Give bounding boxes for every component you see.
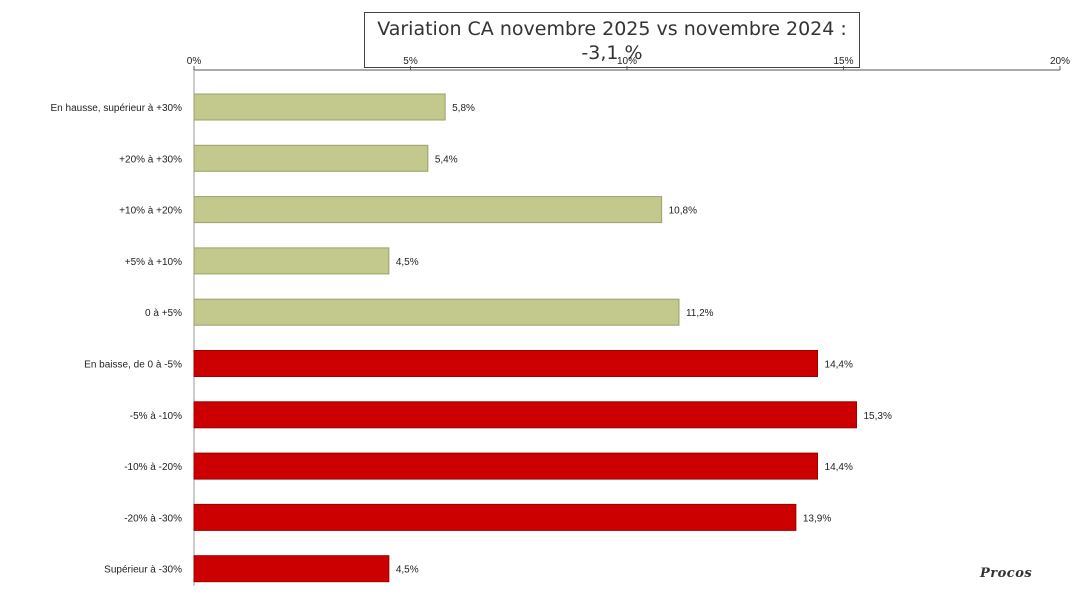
x-tick-label: 0% — [187, 56, 202, 67]
value-label: 5,4% — [435, 154, 458, 165]
value-label: 5,8% — [452, 103, 475, 114]
category-label: En baisse, de 0 à -5% — [84, 360, 182, 371]
value-label: 15,3% — [863, 411, 891, 422]
value-label: 13,9% — [803, 513, 831, 524]
category-label: -5% à -10% — [130, 411, 182, 422]
value-label: 14,4% — [825, 360, 853, 371]
bar — [193, 93, 446, 121]
value-label: 4,5% — [396, 257, 419, 268]
chart-title: Variation CA novembre 2025 vs novembre 2… — [364, 12, 860, 68]
category-label: -10% à -20% — [124, 462, 182, 473]
brand-logo: Procos — [980, 566, 1033, 581]
category-label: En hausse, supérieur à +30% — [51, 103, 183, 114]
bar — [193, 350, 819, 377]
chart-title-line2: -3,1 % — [581, 42, 643, 64]
category-label: -20% à -30% — [124, 513, 182, 524]
bar — [193, 452, 819, 480]
value-label: 4,5% — [396, 565, 419, 576]
bar — [193, 144, 429, 172]
x-tick-label: 5% — [403, 56, 418, 67]
bar — [193, 555, 390, 583]
category-label: +10% à +20% — [119, 206, 182, 217]
category-label: +5% à +10% — [125, 257, 182, 268]
category-label: Supérieur à -30% — [104, 565, 182, 576]
x-tick-label: 15% — [833, 56, 853, 67]
value-label: 14,4% — [825, 462, 853, 473]
x-tick-label: 20% — [1050, 56, 1070, 67]
bar — [193, 247, 390, 275]
bars — [193, 93, 857, 583]
bar — [193, 196, 663, 224]
x-tick-label: 10% — [617, 56, 637, 67]
category-label: +20% à +30% — [119, 154, 182, 165]
bar — [193, 298, 680, 326]
category-label: 0 à +5% — [145, 308, 182, 319]
value-label: 10,8% — [669, 206, 697, 217]
chart-title-line1: Variation CA novembre 2025 vs novembre 2… — [377, 18, 847, 40]
bar — [193, 401, 857, 429]
bar — [193, 503, 797, 531]
value-label: 11,2% — [686, 308, 714, 319]
labels: En hausse, supérieur à +30% 5,8% +20% à +3… — [51, 103, 892, 576]
